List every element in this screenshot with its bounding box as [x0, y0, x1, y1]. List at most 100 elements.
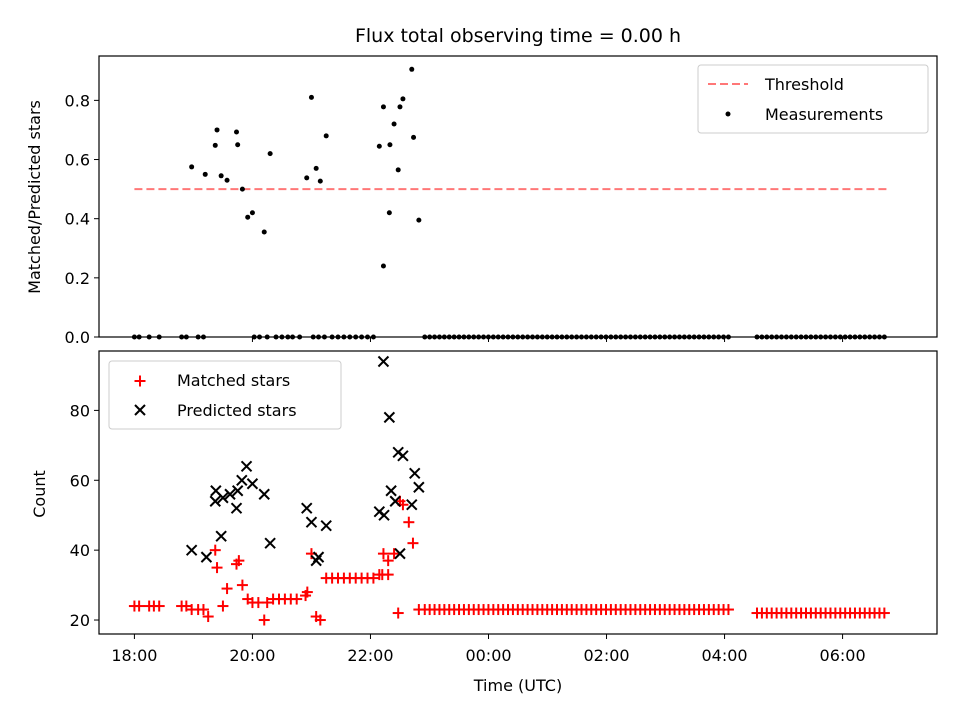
matched-star-point-17: [236, 579, 248, 591]
measurement-point-36: [386, 210, 392, 216]
bottom-y-tick-label-1: 40: [70, 541, 90, 560]
matched-star-point-21: [258, 614, 270, 626]
measurement-point-23: [313, 165, 319, 171]
matched-star-point-9: [197, 604, 209, 616]
x-tick-label-2: 22:00: [347, 646, 393, 665]
top-y-axis-label: Matched/Predicted stars: [25, 100, 44, 294]
measurement-point-14: [234, 129, 240, 135]
top-y-tick-label-1: 0.2: [65, 269, 90, 288]
legend-predicted-label: Predicted stars: [177, 401, 297, 420]
legend-matched-label: Matched stars: [177, 371, 290, 390]
predicted-star-point-4: [215, 530, 227, 542]
matched-star-point-44: [382, 555, 394, 567]
predicted-star-point-8: [231, 485, 244, 497]
bottom-y-axis-label: Count: [30, 470, 49, 518]
predicted-star-point-22: [389, 495, 401, 507]
legend-predicted-swatch: [134, 404, 146, 416]
top-y-tick-label-0: 0.0: [65, 328, 90, 347]
measurement-point-17: [245, 214, 251, 220]
predicted-star-point-30: [394, 547, 406, 560]
measurement-point-21: [304, 175, 310, 181]
legend-matched-swatch: [134, 375, 146, 387]
measurement-point-37: [395, 167, 401, 173]
matched-star-point-14: [221, 583, 233, 595]
predicted-star-point-14: [301, 502, 313, 514]
predicted-star-point-2: [209, 495, 221, 507]
bottom-y-tick-label-0: 20: [70, 611, 90, 630]
x-tick-label-4: 02:00: [583, 646, 629, 665]
measurement-point-27: [380, 104, 386, 110]
measurement-point-11: [214, 127, 220, 133]
measurement-point-8: [189, 164, 195, 170]
measurement-point-34: [416, 217, 422, 223]
x-tick-label-1: 20:00: [229, 646, 275, 665]
measurement-point-28: [387, 142, 393, 148]
measurement-point-18: [249, 210, 255, 216]
matched-star-point-49: [407, 537, 419, 549]
predicted-star-point-6: [224, 488, 236, 500]
predicted-star-point-15: [305, 516, 318, 528]
matched-star-point-10: [202, 611, 214, 623]
matched-star-point-11: [209, 544, 221, 556]
x-tick-label-6: 06:00: [820, 646, 866, 665]
measurement-point-20: [267, 151, 273, 157]
bottom-y-tick-label-2: 60: [70, 471, 90, 490]
matched-star-point-41: [367, 572, 379, 584]
matched-star-point-116: [722, 604, 734, 616]
measurement-point-25: [323, 133, 329, 139]
matched-star-point-45: [388, 548, 400, 560]
predicted-star-point-9: [236, 474, 248, 486]
matched-star-point-13: [217, 600, 229, 612]
bottom-plot-frame: [98, 350, 938, 635]
matched-star-point-29: [301, 586, 313, 598]
predicted-star-point-5: [217, 492, 229, 504]
top-y-tick-label-2: 0.4: [65, 210, 90, 229]
matched-star-point-143: [878, 607, 890, 619]
measurement-point-15: [235, 142, 241, 148]
measurement-point-26: [376, 143, 382, 149]
predicted-star-point-11: [246, 478, 259, 490]
x-tick-label-0: 18:00: [111, 646, 157, 665]
predicted-star-point-1: [200, 551, 213, 563]
matched-star-point-48: [403, 516, 415, 528]
bottom-y-tick-label-3: 80: [70, 401, 90, 420]
measurement-point-12: [218, 173, 224, 179]
measurement-point-33: [411, 134, 417, 140]
bottom-legend-box: [108, 360, 342, 430]
predicted-star-point-12: [258, 488, 270, 500]
matched-star-point-1: [133, 600, 145, 612]
matched-star-point-4: [153, 600, 165, 612]
measurement-point-13: [224, 177, 230, 183]
measurement-point-24: [317, 178, 323, 184]
bottom-legend: Matched stars Predicted stars: [108, 360, 342, 430]
legend-measurements-swatch: [725, 111, 731, 117]
predicted-star-point-10: [240, 460, 253, 473]
predicted-star-point-7: [230, 502, 243, 514]
predicted-star-point-21: [385, 485, 397, 497]
measurement-point-31: [400, 96, 406, 102]
x-tick-label-3: 00:00: [465, 646, 511, 665]
predicted-star-point-29: [383, 411, 396, 424]
x-axis-label: Time (UTC): [473, 676, 562, 695]
predicted-star-point-0: [185, 544, 198, 556]
measurement-point-9: [202, 171, 208, 177]
predicted-star-point-28: [377, 355, 390, 368]
matched-star-point-27: [291, 593, 303, 605]
measurement-point-30: [397, 104, 403, 110]
predicted-star-point-25: [406, 499, 418, 511]
top-legend: Threshold Measurements: [697, 64, 929, 134]
matched-star-point-22: [261, 597, 273, 609]
bottom-panel: 18:00 20:00 22:00 00:00 02:00 04:00 06:00 20 40 6…: [30, 350, 938, 695]
predicted-star-point-17: [312, 551, 325, 563]
measurement-point-22: [308, 94, 314, 100]
x-tick-label-5: 04:00: [701, 646, 747, 665]
predicted-star-point-24: [397, 450, 409, 462]
predicted-star-point-13: [264, 537, 276, 549]
measurement-point-32: [409, 66, 415, 72]
measurement-point-35: [380, 263, 386, 269]
legend-measurements-label: Measurements: [765, 105, 883, 124]
predicted-star-point-20: [378, 509, 390, 521]
predicted-star-point-18: [320, 519, 332, 532]
predicted-star-point-26: [409, 467, 421, 479]
